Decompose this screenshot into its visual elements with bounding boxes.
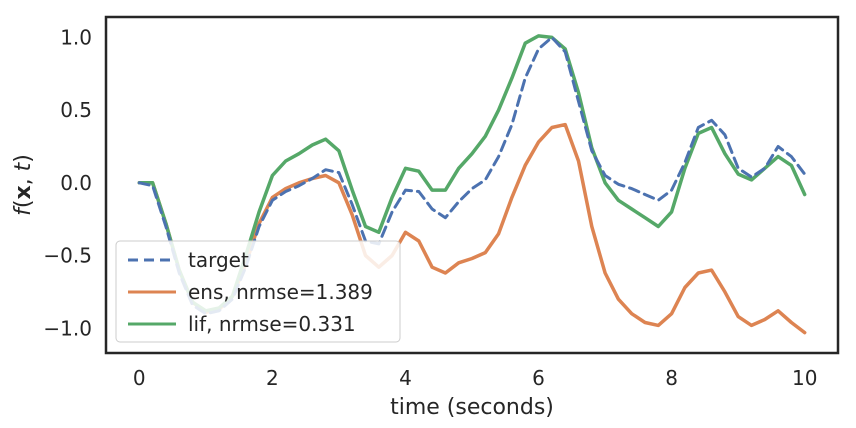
y-axis-label-open: (: [11, 200, 36, 209]
y-axis-label-t: t: [11, 161, 36, 171]
series-line-target: [137, 35, 807, 316]
legend: target ens, nrmse=1.389 lif, nrmse=0.331: [115, 240, 401, 343]
legend-label: target: [188, 248, 249, 272]
y-tick-label: 1.0: [60, 25, 92, 49]
x-tick-labels: 0 2 4 6 8 10: [133, 366, 818, 390]
x-tick-label: 0: [133, 366, 146, 390]
x-tick-label: 2: [266, 366, 279, 390]
y-axis-label-x: x: [11, 185, 36, 199]
legend-label: lif, nrmse=0.331: [188, 312, 356, 336]
x-tick-label: 10: [792, 366, 817, 390]
x-tick-label: 8: [665, 366, 678, 390]
x-tick-label: 4: [399, 366, 412, 390]
x-axis-label: time (seconds): [390, 395, 554, 420]
x-tick-label: 6: [532, 366, 545, 390]
y-tick-label: −1.0: [43, 316, 92, 340]
y-axis-label-close: ): [11, 154, 36, 163]
y-tick-labels: −1.0 −0.5 0.0 0.5 1.0: [43, 25, 92, 340]
y-tick-label: 0.5: [60, 98, 92, 122]
y-axis-label-func: f: [11, 205, 36, 216]
legend-label: ens, nrmse=1.389: [188, 280, 373, 304]
y-tick-label: 0.0: [60, 171, 92, 195]
legend-box: [115, 240, 401, 343]
y-axis-label-comma: ,: [11, 171, 36, 185]
y-tick-label: −0.5: [43, 244, 92, 268]
y-axis-label: f(x, t): [11, 154, 36, 216]
